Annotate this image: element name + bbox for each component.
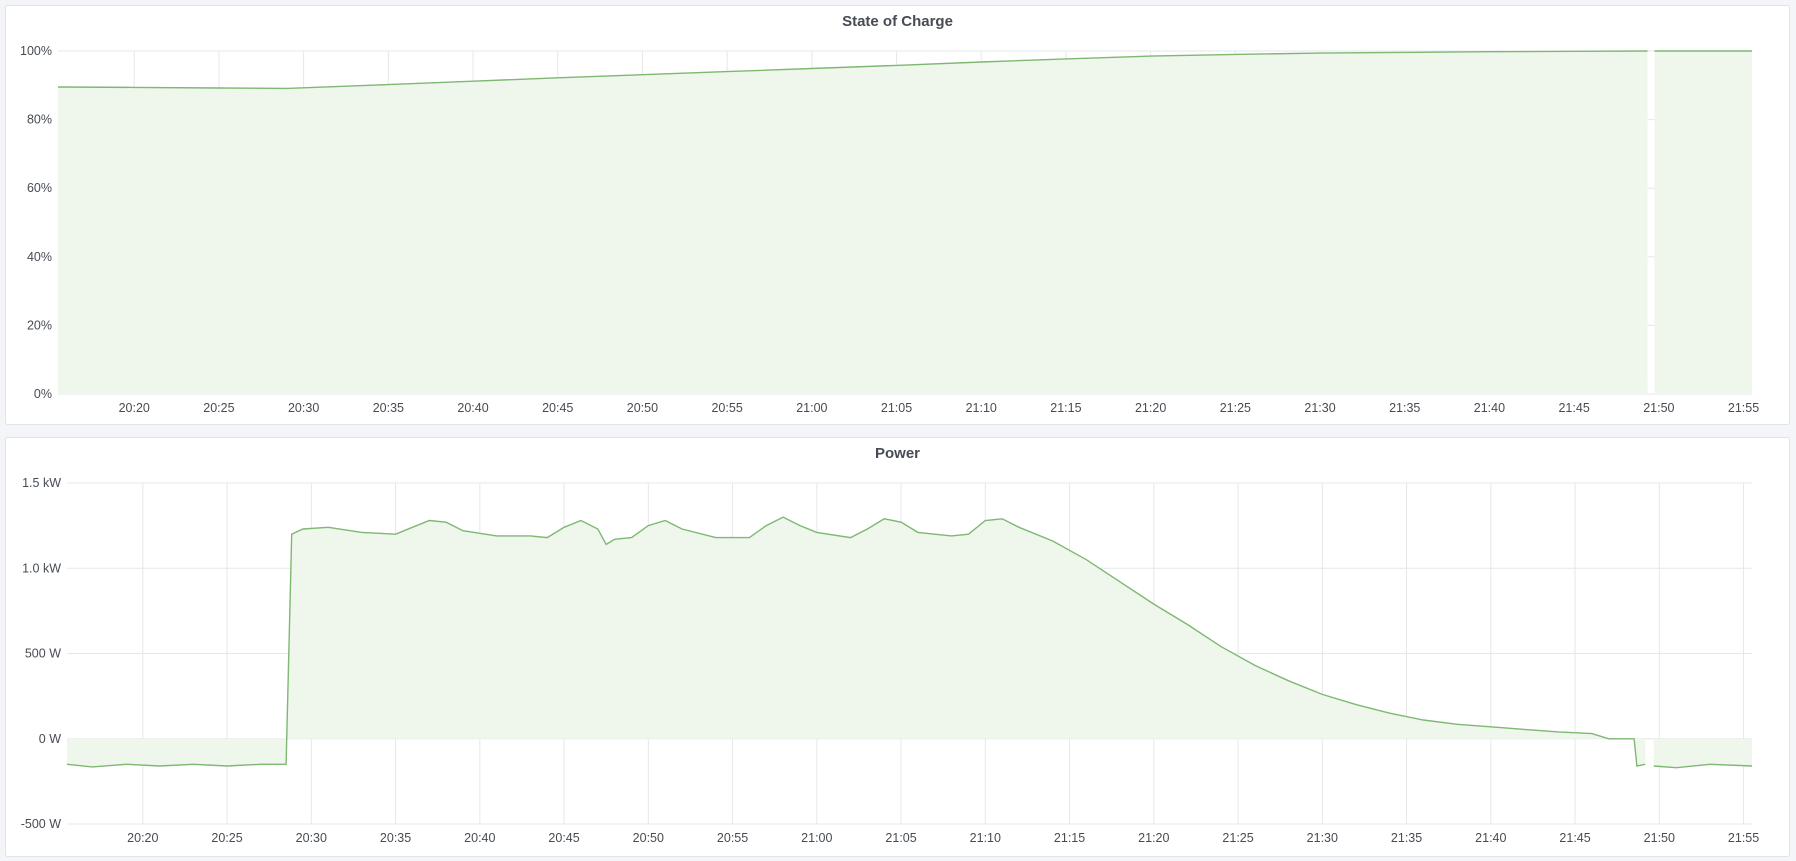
- soc-title: State of Charge: [842, 13, 953, 30]
- x-tick-label: 21:00: [796, 401, 827, 415]
- x-tick-label: 21:30: [1304, 401, 1335, 415]
- power-chart: -500 W 0 W 500 W 1.0 kW 1.5 kW 20:20 20:25 20:3…: [21, 476, 1760, 845]
- y-tick-label: 500 W: [25, 647, 61, 661]
- x-tick-label: 21:50: [1643, 401, 1674, 415]
- y-tick-label: 0%: [34, 387, 52, 401]
- x-tick-label: 21:35: [1391, 831, 1422, 845]
- x-tick-label: 20:45: [548, 831, 579, 845]
- x-tick-label: 21:45: [1558, 401, 1589, 415]
- x-tick-label: 20:30: [296, 831, 327, 845]
- x-tick-label: 21:30: [1307, 831, 1338, 845]
- x-tick-label: 20:50: [627, 401, 658, 415]
- x-tick-label: 21:25: [1220, 401, 1251, 415]
- x-tick-label: 21:10: [970, 831, 1001, 845]
- series-line: [66, 516, 1646, 768]
- x-tick-label: 21:45: [1559, 831, 1590, 845]
- soc-chart: 0% 20% 40% 60% 80% 100% 20:20 20:25 20:30 20:35 20…: [20, 44, 1759, 415]
- x-tick-label: 21:20: [1138, 831, 1169, 845]
- y-tick-label: 20%: [27, 318, 52, 332]
- x-tick-label: 21:40: [1474, 401, 1505, 415]
- x-tick-label: 21:00: [801, 831, 832, 845]
- series-line: [1653, 763, 1753, 769]
- y-tick-label: 100%: [20, 44, 52, 58]
- series-area: [1653, 738, 1752, 768]
- x-tick-label: 21:20: [1135, 401, 1166, 415]
- y-tick-label: 60%: [27, 181, 52, 195]
- x-tick-label: 21:50: [1644, 831, 1675, 845]
- x-tick-label: 21:25: [1222, 831, 1253, 845]
- x-tick-label: 20:55: [717, 831, 748, 845]
- series-area: [58, 51, 1648, 394]
- y-tick-label: -500 W: [21, 817, 61, 831]
- x-tick-label: 20:25: [211, 831, 242, 845]
- power-panel: Power -500 W 0 W 500 W 1.0 kW 1.5 kW 20:20 20:…: [5, 437, 1790, 857]
- x-tick-label: 21:15: [1054, 831, 1085, 845]
- power-title: Power: [874, 445, 920, 462]
- x-tick-label: 21:10: [966, 401, 997, 415]
- x-tick-label: 21:35: [1389, 401, 1420, 415]
- soc-panel: State of Charge 0% 20% 40% 60% 80% 100% 20:20 2…: [5, 5, 1790, 425]
- y-tick-label: 1.5 kW: [22, 476, 61, 490]
- x-tick-label: 20:55: [711, 401, 742, 415]
- series-line: [57, 50, 1648, 90]
- x-tick-label: 20:35: [373, 401, 404, 415]
- x-tick-label: 20:20: [127, 831, 158, 845]
- x-tick-label: 20:20: [119, 401, 150, 415]
- y-tick-label: 0 W: [39, 732, 61, 746]
- x-tick-label: 21:55: [1728, 831, 1759, 845]
- x-tick-label: 21:55: [1728, 401, 1759, 415]
- y-tick-label: 1.0 kW: [22, 561, 61, 575]
- x-tick-label: 20:40: [464, 831, 495, 845]
- x-tick-label: 21:05: [885, 831, 916, 845]
- x-tick-label: 20:50: [633, 831, 664, 845]
- series-area: [1654, 51, 1752, 394]
- y-tick-label: 80%: [27, 113, 52, 127]
- x-tick-label: 21:40: [1475, 831, 1506, 845]
- series-area: [67, 517, 1646, 767]
- x-tick-label: 21:15: [1050, 401, 1081, 415]
- y-tick-label: 40%: [27, 250, 52, 264]
- x-tick-label: 20:35: [380, 831, 411, 845]
- x-tick-label: 20:30: [288, 401, 319, 415]
- x-tick-label: 20:25: [203, 401, 234, 415]
- x-tick-label: 20:40: [457, 401, 488, 415]
- x-tick-label: 21:05: [881, 401, 912, 415]
- x-tick-label: 20:45: [542, 401, 573, 415]
